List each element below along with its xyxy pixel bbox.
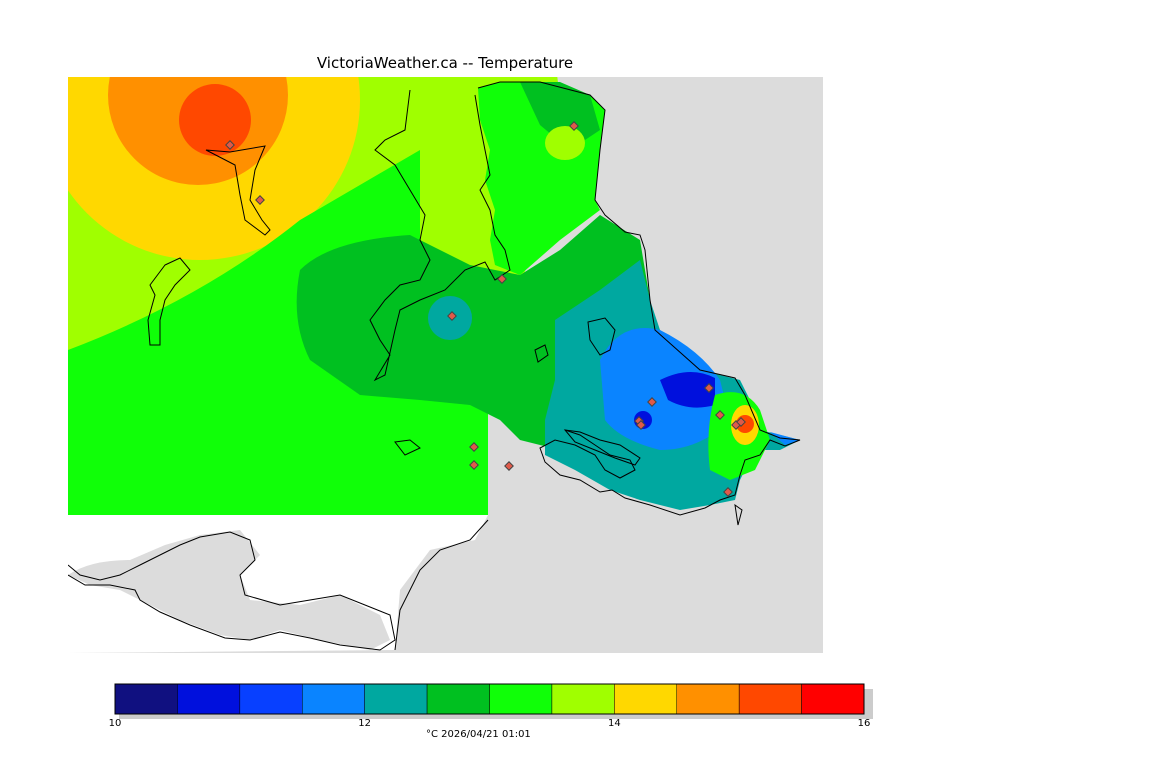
station-marker xyxy=(469,442,479,452)
colorbar-bin xyxy=(177,683,241,715)
map-title: VictoriaWeather.ca -- Temperature xyxy=(316,54,574,72)
station-marker xyxy=(504,461,514,471)
coastlines xyxy=(68,81,801,651)
station-marker xyxy=(647,397,657,407)
west-field xyxy=(68,77,560,515)
weather-stations xyxy=(225,121,746,497)
colorbar-bin xyxy=(551,683,615,715)
station-marker xyxy=(497,274,507,284)
station-marker xyxy=(469,460,479,470)
colorbar-bin xyxy=(614,683,677,715)
colorbar-bin xyxy=(302,683,365,715)
colorbar-bin xyxy=(239,683,303,715)
colorbar-tick-label: 10 xyxy=(108,718,122,729)
colorbar-frame xyxy=(114,683,865,715)
colorbar-tick-label: 12 xyxy=(358,718,372,729)
station-marker xyxy=(255,195,265,205)
station-marker xyxy=(736,417,746,427)
colorbar-bin xyxy=(426,683,490,715)
colorbar xyxy=(114,683,865,715)
station-marker xyxy=(636,420,646,430)
colorbar-bin xyxy=(676,683,740,715)
colorbar-bin xyxy=(801,683,865,715)
colorbar-bin xyxy=(738,683,802,715)
station-marker xyxy=(447,311,457,321)
colorbar-bin xyxy=(114,683,178,715)
station-marker xyxy=(225,140,235,150)
legend-caption: °C 2026/04/21 01:01 xyxy=(426,729,531,740)
station-marker xyxy=(704,383,714,393)
colorbar-tick-label: 14 xyxy=(607,718,621,729)
colorbar-bin xyxy=(364,683,428,715)
station-marker xyxy=(723,487,733,497)
colorbar-tick-label: 16 xyxy=(857,718,871,729)
olympic-land xyxy=(68,530,390,650)
station-marker xyxy=(569,121,579,131)
contour-fields xyxy=(68,77,800,653)
station-marker xyxy=(715,410,725,420)
colorbar-bin xyxy=(489,683,553,715)
